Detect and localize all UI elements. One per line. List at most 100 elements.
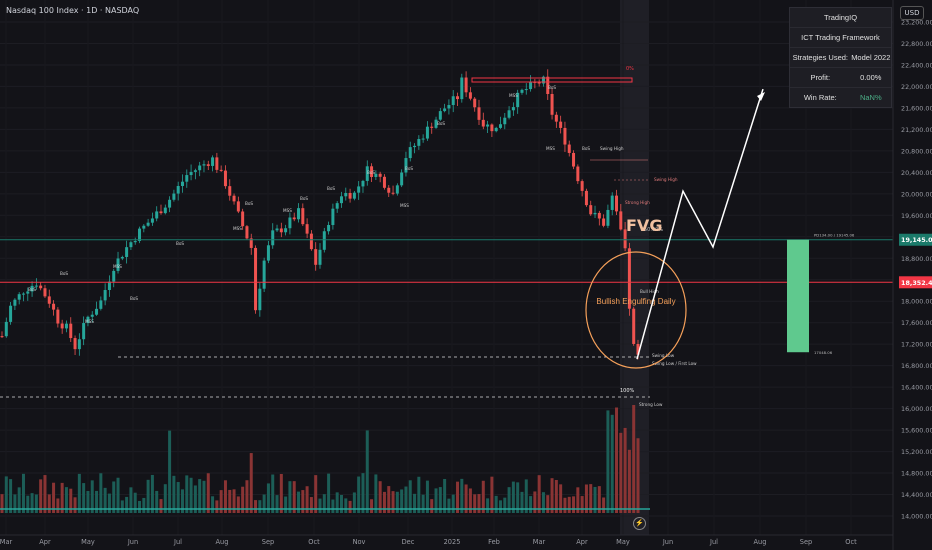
candle-body <box>99 300 103 309</box>
candle-body <box>4 321 8 337</box>
volume-bar <box>572 496 576 513</box>
currency-button[interactable]: USD <box>900 6 924 20</box>
candle-body <box>73 338 77 350</box>
volume-bar <box>245 480 249 513</box>
volume-bar <box>524 479 528 513</box>
candle-body <box>262 260 266 289</box>
candle-body <box>90 314 94 317</box>
candle-body <box>322 231 326 250</box>
volume-bar <box>185 475 189 513</box>
candle-body <box>176 185 180 194</box>
structure-label: BoS <box>300 196 308 201</box>
candle-body <box>150 218 154 223</box>
candle-body <box>507 110 511 118</box>
structure-label: BoS <box>176 241 184 246</box>
volume-bar <box>520 491 524 513</box>
candle-body <box>576 166 580 182</box>
candle-body <box>129 242 133 248</box>
volume-bar <box>494 495 498 513</box>
structure-label: Swing High <box>600 146 624 151</box>
flash-icon[interactable]: ⚡ <box>633 517 646 530</box>
volume-bar <box>451 494 455 513</box>
volume-bar <box>9 479 13 513</box>
volume-bar <box>559 484 563 513</box>
volume-bar <box>490 476 494 513</box>
candle-body <box>550 93 554 115</box>
profit-value: 0.00% <box>860 73 882 82</box>
strong-low-label: Strong Low <box>639 402 663 407</box>
volume-bar <box>60 482 64 513</box>
structure-label: BoS <box>28 287 36 292</box>
candle-body <box>619 211 623 230</box>
mid-level-label: 50.00% <box>644 227 663 233</box>
candle-body <box>335 203 339 209</box>
x-tick-label: Sep <box>800 538 812 546</box>
candle-body <box>198 165 202 171</box>
volume-bar <box>421 494 425 513</box>
candle-body <box>615 195 619 212</box>
candle-body <box>580 181 584 191</box>
volume-bar <box>391 491 395 513</box>
chart-drawings: 0% 100% 50.00% BoS BoS MSS MSS BoS BoS MSS BoS MSS B… <box>0 66 893 407</box>
y-tick-label: 14,400.00 <box>901 491 932 499</box>
candle-body <box>77 339 81 350</box>
price-level-label: 19,145.06 <box>901 236 932 244</box>
structure-label: MSS <box>400 203 409 208</box>
candle-body <box>103 290 107 301</box>
x-tick-label: Jun <box>662 538 673 546</box>
x-tick-label: 2025 <box>444 538 461 546</box>
structure-label: MSS <box>233 226 242 231</box>
candle-body <box>64 323 68 329</box>
structure-label: BoS <box>327 186 335 191</box>
candle-body <box>159 211 163 214</box>
candle-body <box>219 169 223 171</box>
swing-low-label: Swing Low <box>652 353 675 358</box>
candle-body <box>155 211 159 219</box>
x-tick-label: Mar <box>533 538 546 546</box>
volume-bar <box>365 430 369 513</box>
volume-bar <box>503 497 507 513</box>
candle-body <box>339 196 343 204</box>
candle-body <box>567 144 571 153</box>
volume-bar <box>395 491 399 513</box>
volume-bar <box>477 494 481 513</box>
volume-bar <box>434 488 438 513</box>
y-tick-label: 14,000.00 <box>901 513 932 521</box>
candle-body <box>563 127 567 145</box>
candle-body <box>413 145 417 148</box>
strong-high-label: Strong High <box>625 200 650 205</box>
volume-bar <box>443 478 447 513</box>
fvg-label: FVG <box>626 216 662 235</box>
candle-body <box>305 224 309 234</box>
candle-body <box>486 124 490 127</box>
x-tick-label: Dec <box>402 538 415 546</box>
candle-body <box>52 303 56 310</box>
candle-body <box>417 139 421 146</box>
y-tick-label: 22,000.00 <box>901 83 932 91</box>
candle-body <box>541 76 545 84</box>
volume-bar <box>486 498 490 513</box>
volume-bar <box>17 487 21 513</box>
candle-body <box>546 76 550 94</box>
x-tick-label: Oct <box>308 538 320 546</box>
volume-bar <box>206 473 210 513</box>
candle-body <box>211 157 215 166</box>
first-low-label: Swing Low / First Low <box>652 361 697 366</box>
candle-body <box>254 247 258 311</box>
volume-bar <box>352 492 356 513</box>
candle-body <box>430 126 434 128</box>
candle-body <box>26 291 30 294</box>
candle-body <box>627 248 631 309</box>
y-tick-label: 19,600.00 <box>901 212 932 220</box>
candle-body <box>21 293 25 295</box>
chart-title: Nasdaq 100 Index · 1D · NASDAQ <box>6 6 140 15</box>
candle-body <box>223 170 227 187</box>
volume-bar <box>481 480 485 513</box>
candle-body <box>520 89 524 93</box>
x-tick-label: Oct <box>845 538 857 546</box>
volume-bar <box>516 482 520 513</box>
volume-bar <box>623 427 627 513</box>
candle-body <box>318 249 322 265</box>
volume-bar <box>464 484 468 513</box>
